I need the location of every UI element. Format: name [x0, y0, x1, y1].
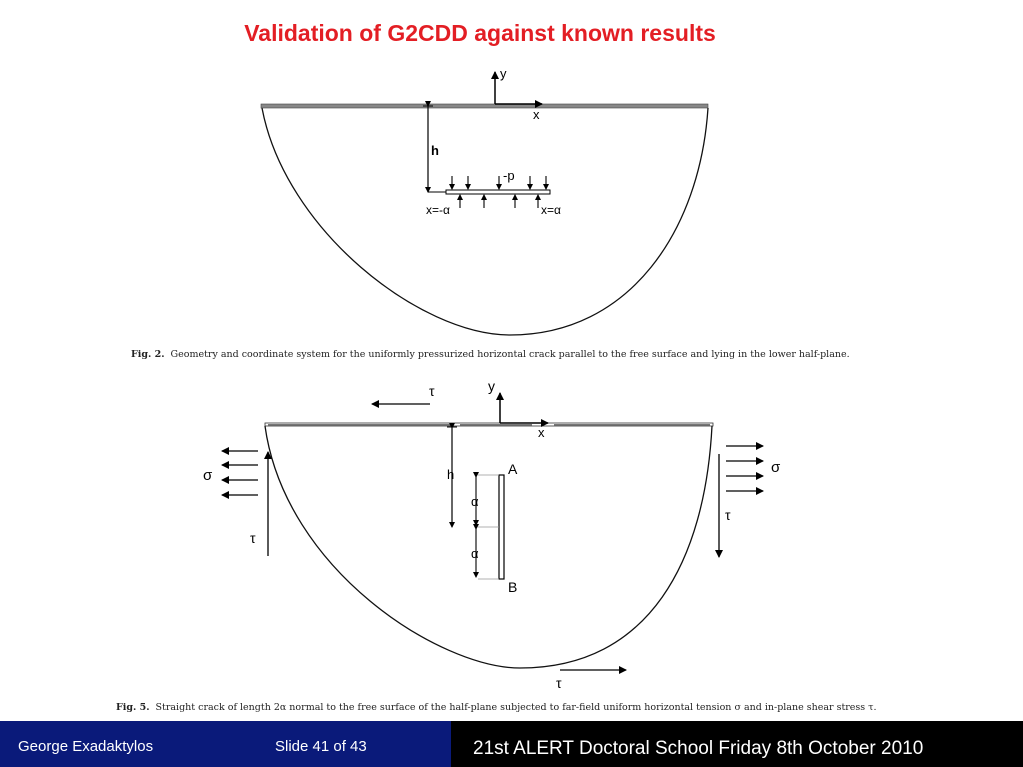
fig5-crack — [498, 474, 505, 580]
fig2-left-tip-label: x=-α — [426, 203, 450, 217]
footer: George Exadaktylos Slide 41 of 43 21st A… — [0, 721, 1023, 767]
fig5-tau-right-label: τ — [725, 507, 731, 523]
fig2-caption-number: Fig. 2. — [131, 349, 165, 360]
fig2-free-surface — [260, 103, 709, 109]
fig5-caption-number: Fig. 5. — [116, 702, 150, 713]
fig5-h-label: h — [447, 467, 454, 482]
fig2-y-label: y — [500, 66, 507, 81]
fig5-B-label: B — [508, 579, 517, 595]
fig5-caption-text: Straight crack of length 2α normal to th… — [155, 702, 877, 713]
fig5-y-label: y — [488, 378, 495, 394]
fig2-crack — [445, 189, 551, 195]
fig2-caption-text: Geometry and coordinate system for the u… — [170, 349, 850, 360]
footer-event: 21st ALERT Doctoral School Friday 8th Oc… — [473, 738, 924, 759]
fig2-right-tip-label: x=α — [541, 203, 561, 217]
footer-author: George Exadaktylos — [18, 738, 154, 755]
fig5-tau-top-label: τ — [429, 383, 435, 399]
fig2-half-plane-boundary — [261, 107, 709, 336]
fig5-sigma-right-label: σ — [771, 459, 781, 476]
fig5-sigma-left-label: σ — [203, 467, 213, 484]
fig2-x-label: x — [533, 107, 540, 122]
fig5-caption: Fig. 5. Straight crack of length 2α norma… — [116, 702, 876, 713]
fig5-tau-left-label: τ — [250, 530, 256, 546]
footer-slide-number: Slide 41 of 43 — [275, 738, 367, 755]
fig2-p-label: -p — [503, 168, 515, 183]
fig2-caption: Fig. 2. Geometry and coordinate system fo… — [131, 349, 850, 360]
fig5-A-label: A — [508, 461, 518, 477]
fig5-x-label: x — [538, 425, 545, 440]
footer-right: 21st ALERT Doctoral School Friday 8th Oc… — [451, 721, 1023, 767]
fig5-half-plane-boundary — [264, 425, 713, 669]
slide-title: Validation of G2CDD against known result… — [244, 20, 716, 46]
footer-left: George Exadaktylos Slide 41 of 43 — [0, 721, 451, 767]
fig2-h-label: h — [431, 143, 439, 158]
fig5-a2-label: α — [471, 546, 479, 561]
fig5-a1-label: α — [471, 494, 479, 509]
fig5-tau-bottom-label: τ — [556, 675, 562, 691]
